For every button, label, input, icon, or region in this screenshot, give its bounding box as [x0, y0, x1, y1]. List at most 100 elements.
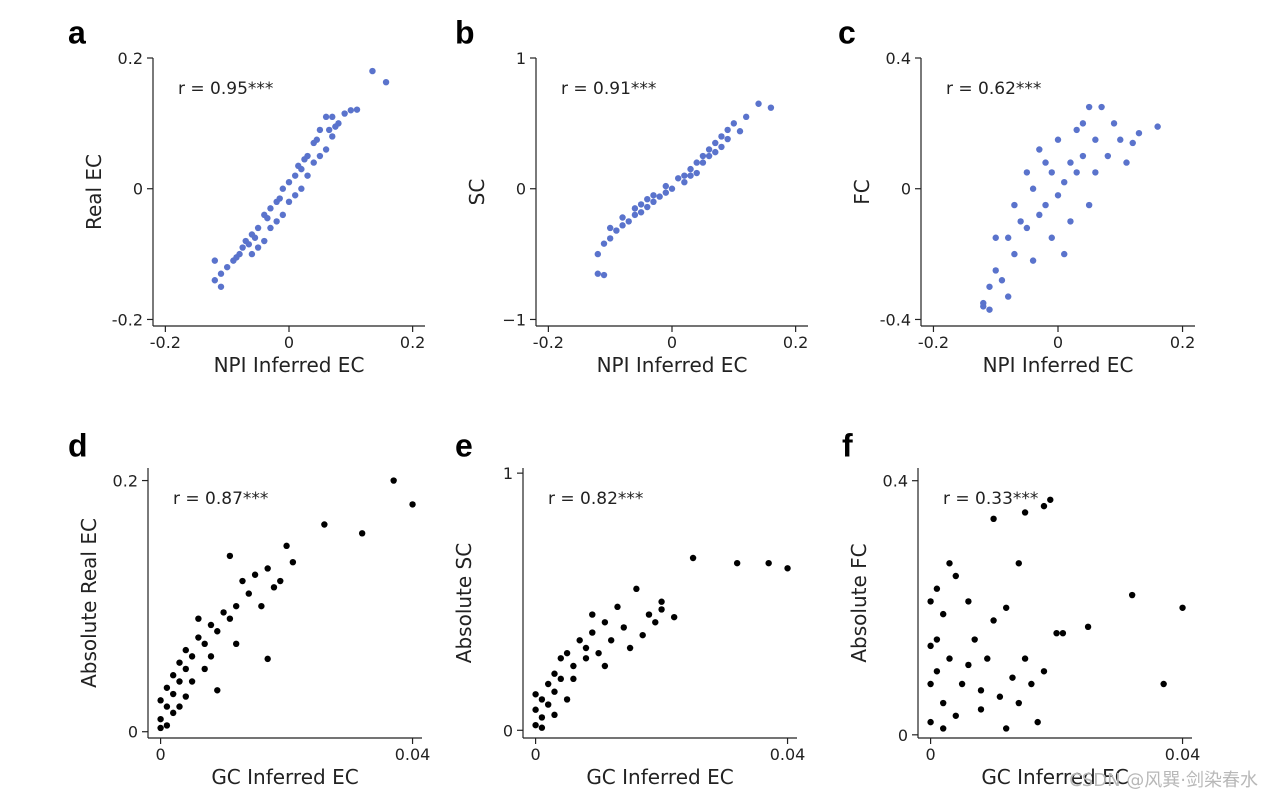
data-point: [1092, 169, 1099, 176]
data-point: [644, 195, 651, 203]
data-point: [322, 146, 330, 153]
panel-f: f 0 0.04 0 0.4 GC Inferred EC Absolute FC r = 0…: [842, 427, 1200, 789]
y-tick-label: 0.4: [883, 472, 908, 491]
data-point: [207, 621, 215, 629]
data-point: [570, 675, 577, 683]
data-point: [1004, 293, 1012, 300]
data-point: [220, 609, 227, 616]
data-point: [619, 222, 626, 229]
x-axis-title: NPI Inferred EC: [983, 353, 1134, 377]
data-point: [276, 195, 283, 202]
data-point: [582, 644, 590, 652]
y-tick-label: 0: [898, 726, 908, 745]
data-point: [369, 67, 376, 75]
x-tick-label: 0.2: [1170, 333, 1195, 352]
y-tick-label: 0: [133, 180, 143, 199]
data-point: [283, 542, 290, 550]
data-point: [277, 577, 284, 585]
data-point: [687, 172, 694, 179]
x-tick-label: 0: [1053, 333, 1063, 352]
data-point: [157, 724, 164, 732]
y-axis-title: Absolute Real EC: [77, 518, 101, 688]
data-point: [182, 646, 189, 654]
y-axis-title: Absolute FC: [847, 543, 871, 662]
data-point: [176, 703, 183, 710]
data-point: [755, 100, 762, 107]
data-point: [1179, 604, 1186, 611]
correlation-annotation: r = 0.91***: [561, 79, 656, 99]
data-point: [563, 649, 571, 657]
data-point: [551, 688, 558, 695]
scatter-points: [594, 100, 775, 279]
data-point: [163, 703, 171, 710]
data-point: [409, 501, 416, 508]
data-point: [927, 598, 934, 605]
data-point: [977, 687, 985, 694]
panel-letter: f: [842, 427, 853, 463]
data-point: [322, 113, 330, 121]
data-point: [1084, 623, 1092, 631]
correlation-annotation: r = 0.33***: [943, 489, 1038, 509]
watermark: CSDN @风巽·剑染春水: [1069, 770, 1258, 791]
data-point: [736, 128, 744, 135]
data-point: [316, 126, 324, 134]
data-point: [724, 126, 731, 134]
data-point: [1021, 655, 1029, 662]
data-point: [270, 584, 278, 591]
y-tick-label: 0.2: [113, 472, 138, 491]
data-point: [595, 649, 602, 657]
data-point: [1079, 152, 1087, 160]
y-tick-label: 1: [503, 464, 513, 483]
data-point: [576, 637, 583, 644]
data-point: [211, 277, 219, 284]
data-point: [681, 172, 688, 179]
data-point: [1128, 591, 1136, 599]
data-point: [291, 172, 299, 179]
data-point: [637, 209, 645, 216]
data-point: [1015, 699, 1022, 707]
data-point: [1040, 502, 1048, 510]
y-axis-title: Real EC: [82, 154, 106, 230]
data-point: [226, 615, 234, 622]
data-point: [650, 192, 657, 199]
data-point: [188, 678, 196, 685]
correlation-annotation: r = 0.95***: [178, 79, 273, 99]
x-tick-label: 0.2: [783, 333, 808, 352]
data-point: [1023, 169, 1031, 176]
data-point: [316, 152, 324, 160]
data-point: [705, 146, 713, 153]
data-point: [532, 721, 539, 729]
data-point: [291, 192, 299, 199]
y-tick-label: 0.4: [886, 49, 911, 68]
x-tick-label: -0.2: [918, 333, 949, 352]
x-axis-title: NPI Inferred EC: [214, 353, 365, 377]
data-point: [927, 718, 934, 726]
data-point: [681, 178, 688, 186]
data-point: [1073, 126, 1080, 134]
data-point: [557, 675, 564, 683]
data-point: [1079, 120, 1087, 127]
data-point: [765, 559, 772, 567]
data-point: [1002, 725, 1010, 732]
data-point: [169, 690, 177, 698]
data-point: [176, 678, 183, 685]
data-point: [532, 706, 539, 713]
data-point: [245, 241, 253, 248]
data-point: [606, 235, 614, 242]
data-point: [693, 159, 700, 166]
data-point: [1042, 201, 1049, 209]
scatter-points: [157, 477, 416, 732]
data-point: [718, 143, 725, 151]
data-point: [1011, 250, 1018, 258]
panel-letter: b: [455, 14, 475, 50]
data-point: [1034, 718, 1041, 726]
panel-a: a -0.2 0 0.2 -0.2 0 0.2 NPI Inferred EC Real EC r…: [68, 14, 425, 377]
data-point: [267, 205, 274, 212]
data-point: [589, 611, 596, 618]
data-point: [1021, 509, 1029, 516]
x-tick-label: 0.2: [400, 333, 425, 352]
x-tick-label: 0.04: [395, 745, 431, 764]
data-point: [971, 636, 978, 643]
data-point: [1015, 560, 1022, 567]
